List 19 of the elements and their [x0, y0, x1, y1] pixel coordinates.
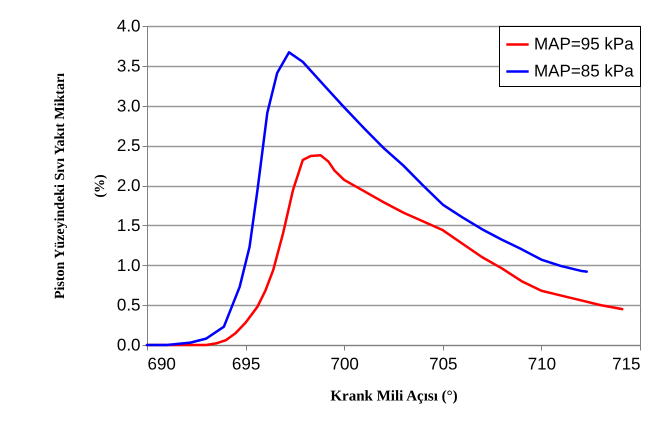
legend-label: MAP=85 kPa	[534, 62, 634, 80]
x-axis-title: Krank Mili Açısı (°)	[330, 388, 458, 404]
y-tick-label: 3.0	[116, 96, 140, 116]
y-tick-label: 4.0	[116, 16, 140, 36]
y-tick-label: 2.5	[116, 136, 140, 156]
x-tick-label: 710	[528, 354, 556, 374]
text: Piston Yüzeyindeki Sıvı Yakıt Miktarı (%)	[52, 72, 108, 300]
x-tick-label: 705	[429, 354, 458, 374]
y-tick-label: 2.0	[116, 176, 140, 195]
y-tick-label: 1.0	[116, 256, 140, 275]
x-tick-label: 700	[330, 354, 359, 374]
legend-label: MAP=95 kPa	[534, 34, 634, 54]
y-tick-label: 0.5	[116, 296, 140, 315]
y-tick-label: 3.5	[116, 56, 140, 76]
y-tick-label: 0.0	[116, 336, 140, 354]
y-tick-label: 1.5	[116, 216, 140, 235]
x-tick-label: 690	[148, 354, 176, 374]
x-tick-label: 715	[612, 354, 640, 374]
x-tick-label: 695	[232, 354, 260, 374]
